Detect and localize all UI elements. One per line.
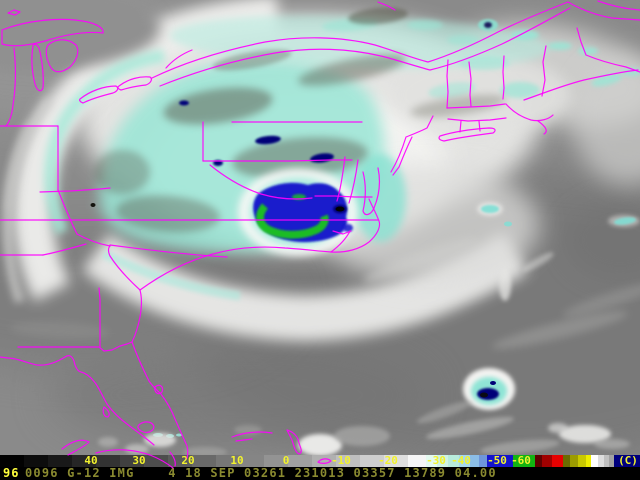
colorbar-segment <box>24 455 48 467</box>
colorbar-segment <box>192 455 216 467</box>
colorbar-segment <box>479 455 487 467</box>
colorbar-tick-label: -50 <box>487 454 507 467</box>
colorbar-tick-label: -30 <box>426 454 446 467</box>
colorbar-segment <box>72 455 96 467</box>
colorbar-segment <box>448 455 459 467</box>
colorbar-segment <box>552 455 563 467</box>
colorbar-tick-label: 40 <box>84 454 98 467</box>
colorbar-segment <box>48 455 72 467</box>
colorbar-segment <box>336 455 360 467</box>
colorbar-segment <box>487 455 513 467</box>
colorbar-segment <box>0 455 24 467</box>
colorbar-unit-label: (C) <box>618 454 638 467</box>
colorbar-segment <box>614 455 640 467</box>
colorbar-segment <box>586 455 591 467</box>
colorbar-tick-label: 10 <box>230 454 244 467</box>
colorbar-tick-label: -40 <box>451 454 471 467</box>
status-line: 96 0096 G-12 IMG 4 18 SEP 03261 231013 0… <box>0 467 640 480</box>
colorbar-segment <box>426 455 437 467</box>
hurricane-core <box>238 168 358 256</box>
colorbar-segment <box>591 455 598 467</box>
colorbar-segment <box>604 455 609 467</box>
colorbar-segment <box>598 455 604 467</box>
colorbar-segment <box>570 455 578 467</box>
colorbar-segment <box>535 455 542 467</box>
colorbar-segment <box>264 455 288 467</box>
colorbar-tick-label: -60 <box>511 454 531 467</box>
colorbar-segment <box>459 455 470 467</box>
colorbar-tick-label: 0 <box>282 454 290 467</box>
colorbar-segment <box>288 455 312 467</box>
colorbar-segment <box>408 455 426 467</box>
colorbar-segment <box>384 455 408 467</box>
image-info-text: 0096 G-12 IMG 4 18 SEP 03261 231013 0335… <box>25 466 497 480</box>
colorbar-tick-label: -20 <box>378 454 398 467</box>
colorbar-tick-label: -10 <box>331 454 351 467</box>
colorbar-segment <box>437 455 448 467</box>
colorbar-segment <box>542 455 552 467</box>
colorbar-segment <box>240 455 264 467</box>
colorbar-segment <box>513 455 535 467</box>
colorbar-segment <box>360 455 384 467</box>
colorbar-segment <box>563 455 570 467</box>
colorbar-segment <box>609 455 614 467</box>
colorbar-segment <box>578 455 586 467</box>
frame-number: 96 <box>3 466 20 480</box>
secondary-storm-cell <box>463 368 515 410</box>
colorbar-segment <box>216 455 240 467</box>
satellite-image <box>0 0 640 455</box>
colorbar-segment <box>470 455 479 467</box>
